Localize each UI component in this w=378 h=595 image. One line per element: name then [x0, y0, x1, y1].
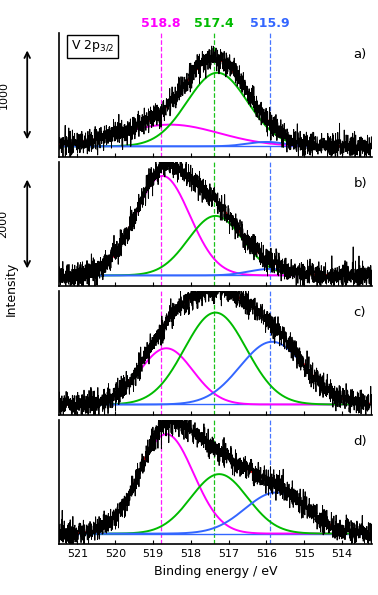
Text: 518.8: 518.8: [141, 17, 180, 30]
Text: 1000: 1000: [0, 81, 8, 109]
Text: V 2p$_{3/2}$: V 2p$_{3/2}$: [71, 39, 115, 55]
Text: c): c): [353, 306, 366, 319]
Text: Intensity: Intensity: [5, 261, 18, 316]
Text: a): a): [353, 48, 367, 61]
Text: b): b): [353, 177, 367, 190]
Text: d): d): [353, 435, 367, 448]
Text: 2000: 2000: [0, 210, 8, 238]
Text: 517.4: 517.4: [194, 17, 234, 30]
X-axis label: Binding energy / eV: Binding energy / eV: [154, 565, 277, 578]
Text: 515.9: 515.9: [251, 17, 290, 30]
